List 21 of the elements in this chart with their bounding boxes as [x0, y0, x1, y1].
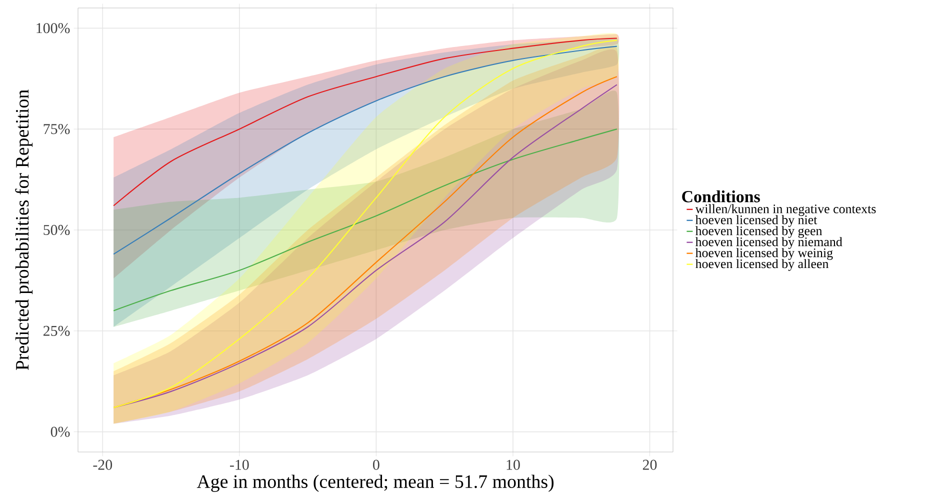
legend-title: Conditions: [682, 190, 760, 202]
y-tick-label: 100%: [36, 23, 70, 34]
x-tick-label: -10: [230, 460, 249, 470]
y-tick-label: 25%: [44, 326, 70, 336]
y-tick-label: 0%: [50, 426, 70, 437]
legend-label: hoeven licensed by geen: [695, 226, 822, 238]
legend-label: hoeven licensed by weinig: [695, 248, 833, 260]
x-tick-label: -20: [93, 460, 112, 470]
legend-label: hoeven licensed by niemand: [695, 237, 842, 249]
legend-label: hoeven licensed by alleen: [695, 259, 829, 271]
line-series: [113, 128, 618, 312]
x-tick-label: 10: [506, 460, 520, 470]
x-axis-title: Age in months (centered; mean = 51.7 months): [196, 474, 554, 492]
y-axis-title: Predicted probabilities for Repetition: [15, 90, 33, 370]
y-tick-label: 75%: [44, 124, 70, 134]
y-tick-label: 50%: [44, 224, 70, 236]
legend-label: willen/kunnen in negative contexts: [695, 204, 876, 216]
line-series: [113, 38, 618, 206]
legend-label: hoeven licensed by niet: [695, 215, 818, 227]
x-tick-label: 0: [373, 460, 380, 470]
x-tick-label: 20: [642, 460, 657, 470]
